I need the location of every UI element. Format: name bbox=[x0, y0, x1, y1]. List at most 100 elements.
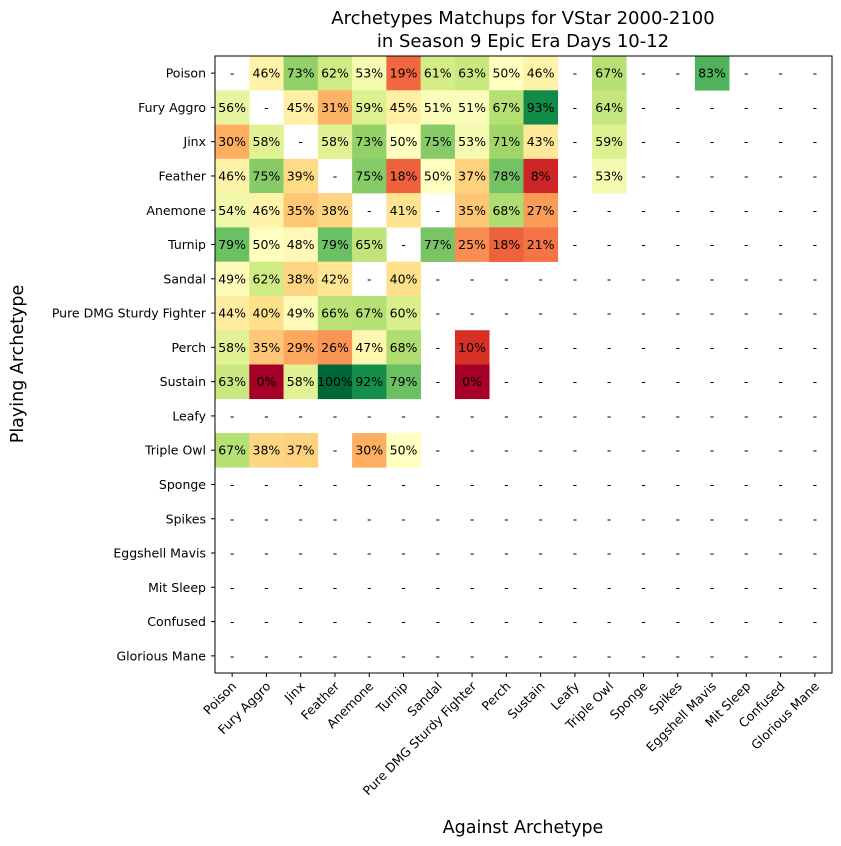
cell-label: - bbox=[401, 546, 406, 561]
cell-label: - bbox=[744, 203, 749, 218]
cell-label: 47% bbox=[355, 340, 383, 355]
cell-label: 75% bbox=[253, 168, 281, 183]
y-tick-label: Fury Aggro bbox=[138, 100, 206, 115]
cell-label: - bbox=[744, 511, 749, 526]
cell-label: 46% bbox=[218, 168, 246, 183]
cell-label: - bbox=[607, 546, 612, 561]
y-tick-label: Mit Sleep bbox=[148, 580, 206, 595]
heatmap-cell bbox=[489, 227, 524, 262]
plot-frame bbox=[214, 55, 833, 674]
y-tick-label: Perch bbox=[172, 340, 206, 355]
cell-label: - bbox=[813, 203, 818, 218]
heatmap-cell bbox=[352, 364, 387, 400]
cell-label: 27% bbox=[527, 203, 555, 218]
cell-label: - bbox=[230, 511, 235, 526]
cell-label: - bbox=[675, 546, 680, 561]
heatmap-cell bbox=[317, 227, 353, 262]
y-tick-label: Sandal bbox=[163, 271, 206, 286]
cell-label: 30% bbox=[218, 134, 246, 149]
cell-label: - bbox=[710, 374, 715, 389]
cell-label: - bbox=[573, 306, 578, 321]
cell-label: - bbox=[504, 306, 509, 321]
cell-label: - bbox=[367, 408, 372, 423]
cell-label: - bbox=[504, 511, 509, 526]
cell-label: 30% bbox=[355, 443, 383, 458]
cell-label: - bbox=[710, 511, 715, 526]
cell-label: - bbox=[813, 134, 818, 149]
heatmap-cell bbox=[317, 124, 353, 160]
cell-label: 68% bbox=[390, 340, 418, 355]
cell-label: 46% bbox=[253, 203, 281, 218]
heatmap-cell bbox=[283, 295, 319, 331]
cell-label: - bbox=[744, 134, 749, 149]
cell-label: - bbox=[607, 306, 612, 321]
y-tick-label: Spikes bbox=[166, 511, 206, 526]
cell-label: - bbox=[367, 511, 372, 526]
heatmap-cell bbox=[420, 56, 456, 91]
cell-label: - bbox=[333, 614, 338, 629]
cell-label: - bbox=[436, 340, 441, 355]
cell-label: - bbox=[813, 546, 818, 561]
cell-label: - bbox=[607, 374, 612, 389]
y-tick-label: Sustain bbox=[160, 374, 206, 389]
cell-label: - bbox=[573, 100, 578, 115]
heatmap-cell bbox=[592, 56, 627, 91]
cell-label: - bbox=[710, 168, 715, 183]
cell-label: - bbox=[573, 546, 578, 561]
cell-label: 53% bbox=[458, 134, 486, 149]
heatmap-cell bbox=[386, 364, 421, 400]
cell-label: - bbox=[744, 477, 749, 492]
y-axis-label: Playing Archetype bbox=[8, 285, 28, 443]
cell-label: - bbox=[401, 237, 406, 252]
cell-label: - bbox=[264, 408, 269, 423]
cell-label: - bbox=[778, 614, 783, 629]
cell-label: - bbox=[744, 340, 749, 355]
heatmap-cell bbox=[523, 56, 559, 91]
cell-label: - bbox=[298, 614, 303, 629]
cell-label: - bbox=[401, 511, 406, 526]
y-tick-label: Feather bbox=[158, 168, 206, 183]
cell-label: 46% bbox=[253, 66, 281, 81]
heatmap-cell bbox=[352, 90, 387, 125]
cell-label: 63% bbox=[218, 374, 246, 389]
cell-label: - bbox=[436, 271, 441, 286]
cell-label: - bbox=[710, 271, 715, 286]
cell-label: - bbox=[298, 477, 303, 492]
cell-label: 38% bbox=[253, 443, 281, 458]
heatmap-cell bbox=[489, 124, 524, 160]
heatmap-cell bbox=[249, 330, 284, 365]
y-tick-label: Confused bbox=[147, 614, 206, 629]
cell-label: - bbox=[436, 614, 441, 629]
heatmap-cell bbox=[523, 124, 559, 160]
heatmap-cell bbox=[249, 261, 284, 297]
heatmap-cell bbox=[249, 227, 284, 262]
y-tick-label: Leafy bbox=[172, 408, 206, 423]
cell-label: - bbox=[504, 477, 509, 492]
heatmap-cell bbox=[592, 124, 627, 160]
cell-label: - bbox=[710, 134, 715, 149]
cell-label: 37% bbox=[287, 443, 315, 458]
heatmap-cell bbox=[523, 227, 559, 262]
cell-label: - bbox=[710, 648, 715, 663]
cell-label: - bbox=[401, 648, 406, 663]
heatmap-cell bbox=[283, 158, 319, 194]
y-tick-label: Turnip bbox=[167, 237, 206, 252]
cell-label: - bbox=[470, 648, 475, 663]
heatmap-cell bbox=[317, 261, 353, 297]
cell-label: - bbox=[367, 648, 372, 663]
cell-label: 53% bbox=[595, 168, 623, 183]
cell-label: - bbox=[333, 511, 338, 526]
heatmap-cell bbox=[283, 261, 319, 297]
heatmap-cell bbox=[249, 433, 284, 468]
cell-label: 45% bbox=[287, 100, 315, 115]
cell-label: - bbox=[778, 511, 783, 526]
cell-label: - bbox=[573, 66, 578, 81]
heatmap-cell bbox=[386, 193, 421, 228]
cell-label: - bbox=[744, 648, 749, 663]
cell-label: - bbox=[470, 306, 475, 321]
cell-label: - bbox=[264, 546, 269, 561]
cell-label: 58% bbox=[253, 134, 281, 149]
cell-label: - bbox=[710, 580, 715, 595]
cell-label: - bbox=[298, 408, 303, 423]
y-tick-label: Triple Owl bbox=[144, 443, 206, 458]
